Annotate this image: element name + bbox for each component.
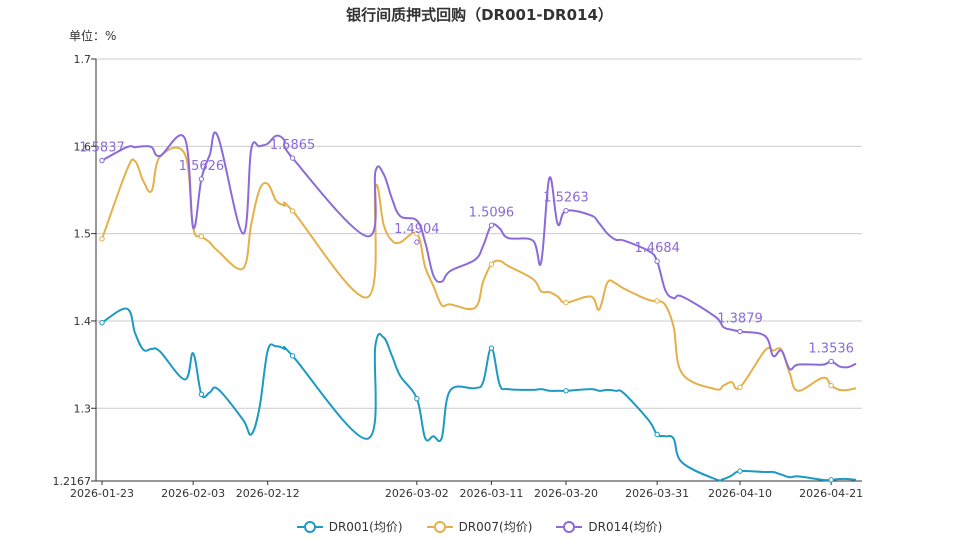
data-point-dr007 (654, 298, 660, 304)
series-line-dr001 (101, 307, 857, 482)
x-tick-label: 2026-03-31 (625, 487, 689, 500)
y-tick-label: 1.4 (74, 315, 92, 328)
data-point-dr001 (289, 353, 296, 359)
data-label-dr014: 1.3536 (808, 341, 854, 356)
data-point-dr001 (198, 391, 205, 397)
data-point-dr001 (737, 468, 743, 474)
data-label-dr014: 1.4904 (394, 222, 440, 237)
data-label-dr014: 1.5837 (79, 141, 125, 156)
data-point-dr001 (99, 319, 105, 326)
y-tick-label: 1.5 (74, 228, 92, 241)
data-point-dr014 (828, 358, 834, 365)
legend-marker-icon (556, 520, 583, 533)
data-point-dr014 (289, 155, 296, 161)
data-point-dr001 (563, 388, 569, 394)
data-point-dr014 (488, 222, 495, 228)
data-label-dr014: 1.5626 (179, 159, 225, 174)
legend-label-dr007: DR007(均价) (458, 520, 533, 534)
data-point-dr007 (563, 299, 569, 306)
data-point-dr007 (289, 208, 296, 214)
legend-marker-icon (296, 520, 323, 533)
legend-marker-icon (426, 520, 453, 533)
y-tick-label: 1.7 (74, 53, 92, 66)
y-axis-unit-label: 单位：% (69, 29, 117, 43)
chart-legend: DR001(均价) DR007(均价) DR014(均价) (0, 518, 959, 535)
x-tick-label: 2026-03-11 (459, 487, 523, 500)
data-point-dr001 (828, 477, 834, 483)
data-point-dr014 (414, 239, 420, 245)
data-point-dr014 (737, 328, 743, 335)
legend-item-dr001[interactable]: DR001(均价) (296, 518, 403, 535)
data-point-dr007 (414, 230, 420, 237)
legend-label-dr014: DR014(均价) (588, 520, 663, 534)
y-tick-label: 1.2167 (53, 475, 92, 488)
data-point-dr014 (654, 258, 660, 264)
x-tick-label: 2026-02-12 (236, 487, 300, 500)
data-label-dr014: 1.5096 (469, 205, 515, 220)
legend-label-dr001: DR001(均价) (328, 520, 403, 534)
x-tick-label: 2026-03-20 (534, 487, 598, 500)
data-label-dr014: 1.3879 (717, 312, 763, 327)
data-point-dr007 (828, 382, 834, 389)
chart-title: 银行间质押式回购（DR001-DR014） (346, 6, 613, 24)
x-tick-label: 2026-04-21 (799, 487, 863, 500)
data-point-dr014 (99, 157, 105, 164)
data-label-dr014: 1.5865 (270, 138, 316, 153)
x-tick-label: 2026-04-10 (708, 487, 772, 500)
x-tick-label: 2026-01-23 (70, 487, 134, 500)
data-point-dr007 (99, 236, 105, 242)
series-line-dr007 (101, 146, 857, 392)
data-point-dr014 (198, 176, 205, 182)
x-tick-label: 2026-03-02 (385, 487, 449, 500)
data-point-dr001 (414, 395, 420, 402)
legend-item-dr007[interactable]: DR007(均价) (426, 518, 533, 535)
data-point-dr001 (488, 345, 495, 351)
data-point-dr007 (737, 384, 743, 391)
legend-item-dr014[interactable]: DR014(均价) (556, 518, 662, 535)
data-point-dr014 (563, 207, 569, 214)
data-point-dr001 (654, 431, 660, 438)
data-point-dr007 (488, 261, 495, 267)
data-label-dr014: 1.4684 (634, 241, 680, 256)
y-tick-label: 1.3 (74, 402, 92, 415)
data-point-dr007 (198, 233, 205, 239)
x-tick-label: 2026-02-03 (161, 487, 225, 500)
y-tick-label: 1.6 (74, 140, 92, 153)
data-label-dr014: 1.5263 (543, 191, 589, 206)
